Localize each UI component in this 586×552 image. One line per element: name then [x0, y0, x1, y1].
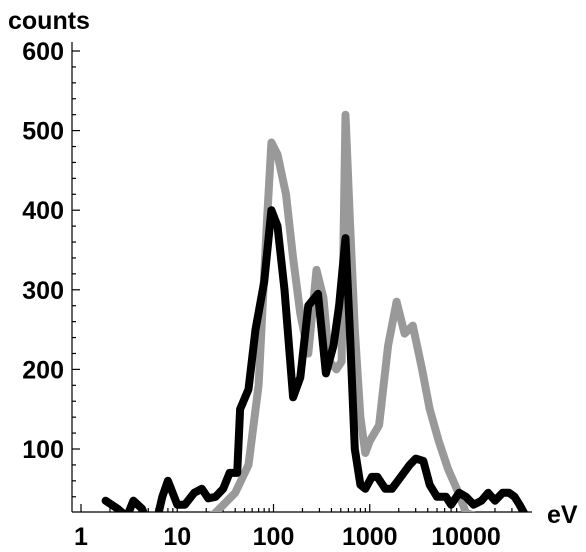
y-tick-label: 300 [22, 277, 64, 305]
x-axis-title: eV [547, 501, 578, 529]
y-tick-label: 600 [22, 38, 64, 66]
y-tick-label: 100 [22, 436, 64, 464]
y-axis-title: counts [8, 7, 90, 35]
series-line-1 [209, 110, 476, 512]
x-tick-label: 100 [253, 523, 295, 551]
y-tick-label: 400 [22, 197, 64, 225]
x-tick-label: 10000 [431, 523, 501, 551]
series-line-2 [101, 206, 528, 512]
y-tick-label: 500 [22, 118, 64, 146]
y-tick-label: 200 [22, 356, 64, 384]
x-tick-label: 10 [163, 523, 191, 551]
x-tick-label: 1000 [342, 523, 398, 551]
axes: 100 200 300 400 500 600 1 10 100 1000 10000 [22, 38, 532, 551]
series-group [101, 110, 528, 512]
x-tick-label: 1 [74, 523, 88, 551]
